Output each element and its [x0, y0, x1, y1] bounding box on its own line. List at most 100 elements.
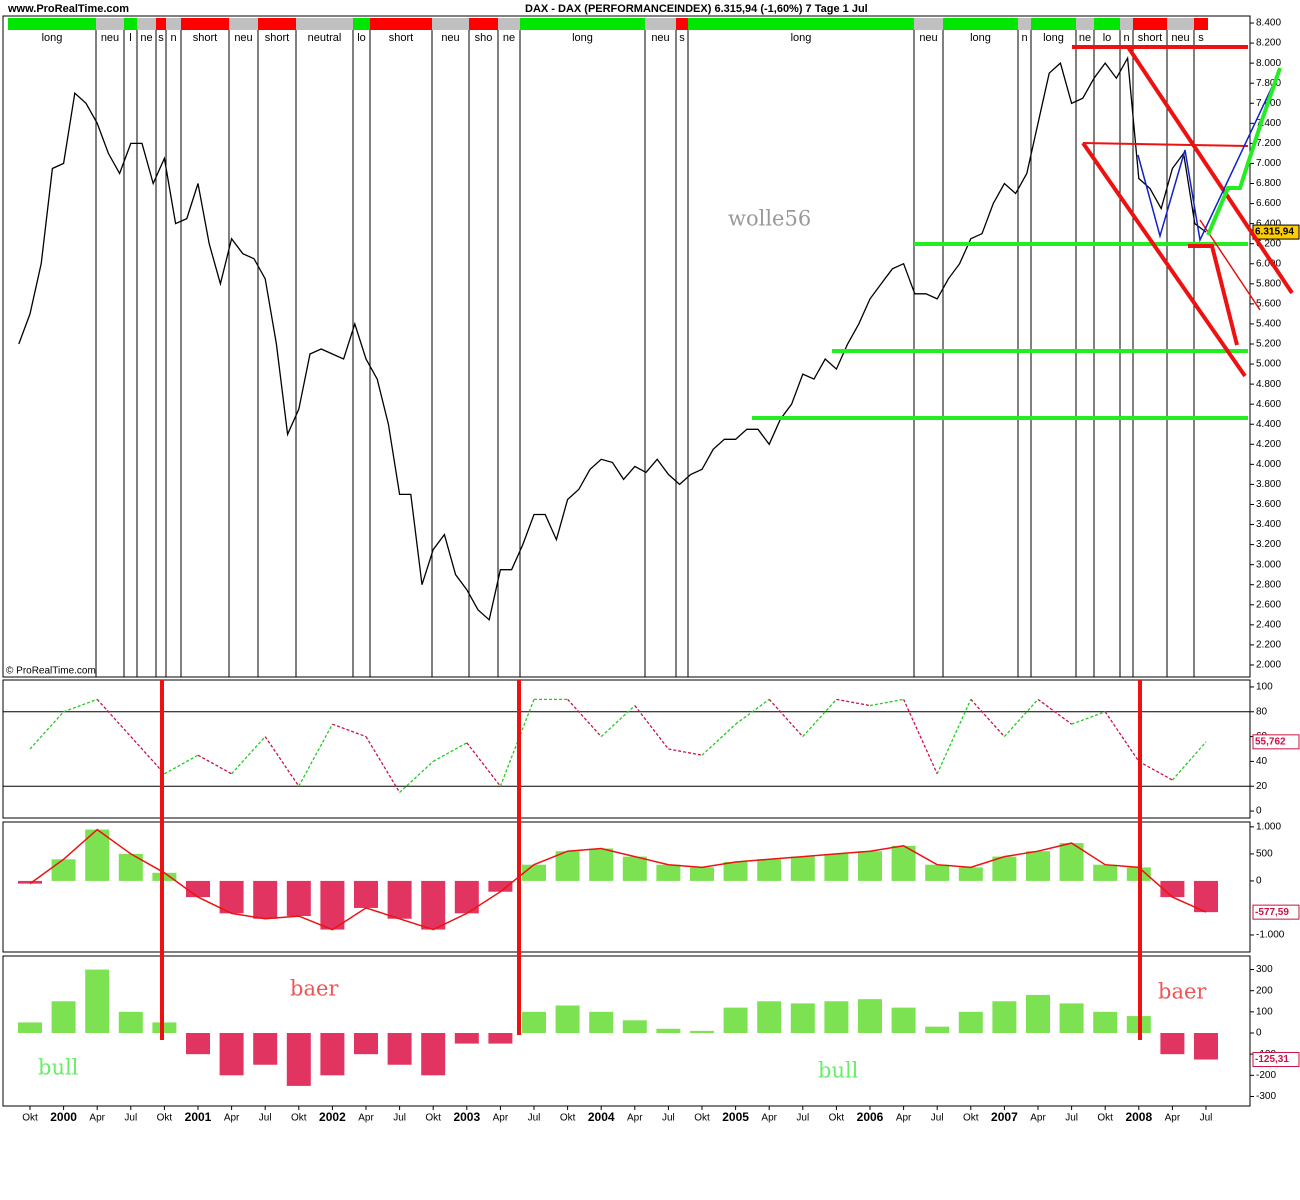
- bear-note: baer: [1158, 980, 1207, 1004]
- x-tick-label: Apr: [1030, 1113, 1046, 1124]
- bar: [790, 1003, 815, 1034]
- stochastic-segment: [836, 698, 871, 707]
- x-tick-label: 2003: [453, 1110, 480, 1124]
- bar: [891, 845, 916, 881]
- x-tick-label: Okt: [425, 1113, 441, 1124]
- trend-line: [1081, 141, 1247, 378]
- x-tick-label: Jul: [1200, 1113, 1213, 1124]
- bar: [18, 1022, 42, 1034]
- panel-frame: [2, 821, 1251, 953]
- bar: [454, 1033, 479, 1044]
- bar: [1194, 880, 1218, 913]
- x-tick-label: Jul: [662, 1113, 675, 1124]
- regime-bar: [1018, 18, 1031, 30]
- bar: [589, 848, 614, 881]
- macd-line: [29, 828, 1207, 931]
- x-tick-label: Apr: [627, 1113, 643, 1124]
- x-tick-label: 2002: [319, 1110, 346, 1124]
- y-tick-label: 20: [1256, 781, 1268, 792]
- regime-bar: [498, 18, 520, 30]
- y-tick-label: 3.200: [1256, 539, 1281, 550]
- y-tick-label: 0: [1256, 806, 1262, 817]
- last-value-label: -577,59: [1255, 907, 1289, 918]
- site-name: www.ProRealTime.com: [7, 3, 129, 15]
- bar: [219, 880, 244, 914]
- bar: [488, 880, 513, 892]
- y-tick-label: 7.200: [1256, 138, 1281, 149]
- bar: [253, 1033, 278, 1065]
- y-tick-label: 2.400: [1256, 619, 1281, 630]
- regime-label: n: [1021, 32, 1027, 44]
- stochastic-segment: [63, 698, 98, 713]
- x-tick-label: 2005: [722, 1110, 749, 1124]
- stochastic-segment: [96, 698, 132, 738]
- y-tick-label: 2.000: [1256, 660, 1281, 671]
- regime-label: ne: [1079, 32, 1091, 44]
- y-tick-label: 40: [1256, 756, 1268, 767]
- bar: [790, 856, 815, 881]
- regime-label: long: [791, 32, 812, 44]
- regime-label: long: [572, 32, 593, 44]
- trend-line: [1126, 45, 1294, 295]
- stochastic-segment: [164, 754, 199, 775]
- wave-line: [1206, 67, 1282, 236]
- bar: [958, 867, 983, 881]
- regime-label: short: [193, 32, 217, 44]
- regime-label: s: [1198, 32, 1204, 44]
- y-tick-label: 4.800: [1256, 379, 1281, 390]
- x-tick-label: Apr: [896, 1113, 912, 1124]
- panel-frame: [2, 15, 1251, 678]
- bar: [690, 867, 714, 881]
- regime-label: n: [1123, 32, 1129, 44]
- regime-bar: [166, 18, 181, 30]
- bar: [622, 1020, 647, 1034]
- regime-label: long: [1043, 32, 1064, 44]
- regime-bar: [520, 18, 645, 30]
- bar: [286, 880, 311, 917]
- regime-bar: [370, 18, 432, 30]
- bar: [387, 1033, 412, 1065]
- regime-bar: [181, 18, 229, 30]
- regime-bar: [258, 18, 296, 30]
- stochastic-segment: [802, 698, 837, 738]
- bar: [723, 1007, 748, 1034]
- regime-label: l: [129, 32, 131, 44]
- y-tick-label: 7.800: [1256, 78, 1281, 89]
- bar: [1026, 851, 1050, 881]
- y-tick-label: 1.000: [1256, 822, 1281, 833]
- price-line: [18, 55, 1207, 622]
- y-tick-label: 2.800: [1256, 579, 1281, 590]
- y-tick-label: 4.200: [1256, 439, 1281, 450]
- regime-label: long: [42, 32, 63, 44]
- y-tick-label: 3.400: [1256, 519, 1281, 530]
- bar: [354, 1033, 378, 1055]
- bar: [421, 880, 446, 930]
- y-tick-label: 3.000: [1256, 559, 1281, 570]
- stochastic-segment: [1003, 698, 1039, 738]
- y-tick-label: -300: [1256, 1091, 1276, 1102]
- bar: [186, 880, 210, 898]
- regime-label: n: [170, 32, 176, 44]
- regime-label: s: [158, 32, 164, 44]
- author-note: wolle56: [728, 207, 811, 231]
- x-tick-label: Jul: [528, 1113, 541, 1124]
- annotations: [160, 45, 1294, 1040]
- bar: [690, 1030, 714, 1034]
- bar: [858, 999, 882, 1034]
- bar: [622, 856, 647, 881]
- y-tick-label: 300: [1256, 964, 1273, 975]
- stochastic-segment: [970, 698, 1005, 738]
- y-tick-label: 0: [1256, 876, 1262, 887]
- bar: [51, 859, 76, 881]
- stochastic-segment: [130, 736, 165, 775]
- x-tick-label: 2007: [991, 1110, 1018, 1124]
- regime-label: lo: [1103, 32, 1112, 44]
- x-tick-label: Okt: [22, 1113, 38, 1124]
- bar: [51, 1001, 76, 1034]
- y-tick-label: 2.200: [1256, 640, 1281, 651]
- x-tick-label: Apr: [224, 1113, 240, 1124]
- regime-label: sho: [475, 32, 493, 44]
- trend-line: [1082, 142, 1249, 147]
- stochastic-segment: [399, 760, 434, 793]
- chart-title: DAX - DAX (PERFORMANCEINDEX) 6.315,94 (-…: [525, 3, 868, 15]
